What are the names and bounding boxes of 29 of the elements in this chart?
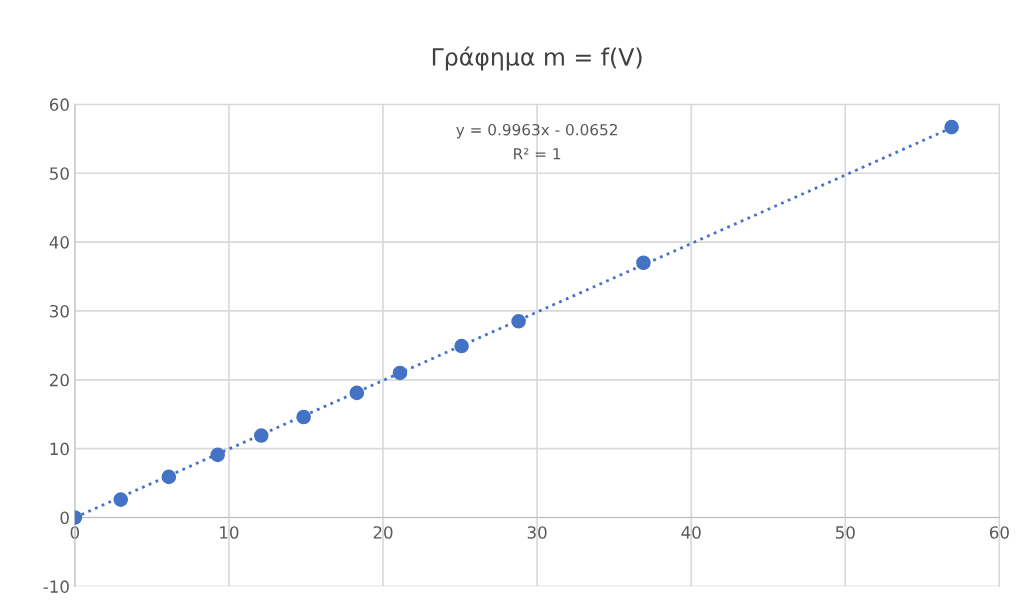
x-tick-label: 50 <box>835 526 855 539</box>
annotation: R² = 1 <box>514 148 561 160</box>
point <box>349 385 365 401</box>
point <box>296 409 311 425</box>
x-tick-label: 0 <box>70 526 80 539</box>
y-tick-label: 40 <box>49 236 69 249</box>
y-tick-label: 20 <box>49 373 69 387</box>
x-tick-label: 40 <box>681 526 701 539</box>
x-tick-label: 20 <box>373 526 393 539</box>
chart-title: Γράφημα m = f(V) <box>432 46 642 71</box>
point <box>392 365 408 381</box>
point <box>161 469 177 485</box>
x-tick-label: 60 <box>989 526 1009 539</box>
point <box>253 428 269 443</box>
y-tick-label: 60 <box>49 98 69 111</box>
point <box>511 313 526 329</box>
x-tick-label: 10 <box>220 526 239 539</box>
point <box>636 255 651 271</box>
point <box>210 447 225 463</box>
y-tick-label: 0 <box>60 511 69 525</box>
annotation: y = 0.9963x - 0.0652 <box>456 123 617 139</box>
point <box>113 492 129 507</box>
x-tick-label: 30 <box>527 526 547 539</box>
y-tick-label: 50 <box>50 167 69 180</box>
point <box>944 119 959 135</box>
y-tick-label: 10 <box>50 442 69 456</box>
y-tick-label: 30 <box>50 304 69 318</box>
y-tick-label: -10 <box>43 580 69 593</box>
point <box>454 338 469 354</box>
